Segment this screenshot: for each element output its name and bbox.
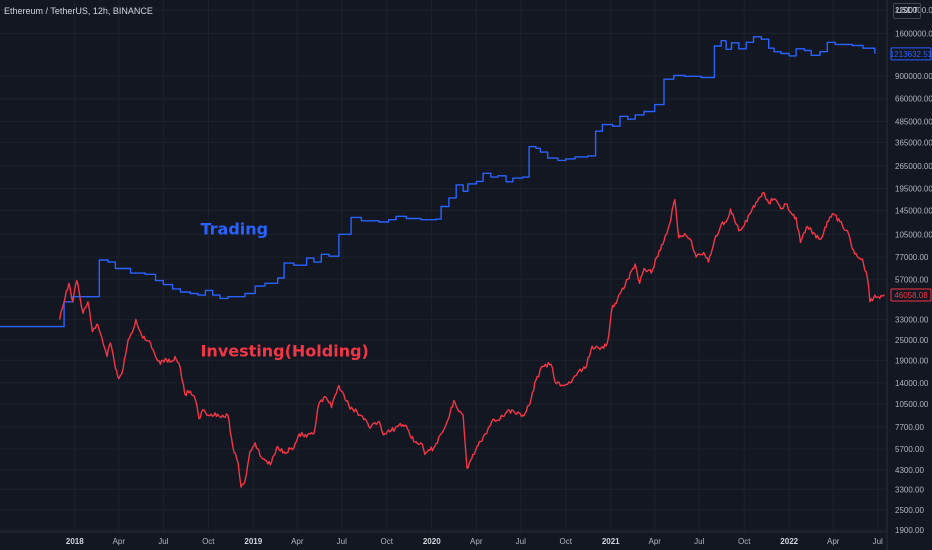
y-tick-label: 33000.00 <box>895 316 929 325</box>
x-tick-label: Apr <box>470 537 483 546</box>
x-tick-label: Jul <box>694 537 704 546</box>
y-tick-label: 57000.00 <box>895 275 929 284</box>
x-tick-label: Oct <box>202 537 215 546</box>
y-tick-label: 5700.00 <box>895 445 924 454</box>
x-tick-label: Apr <box>827 537 840 546</box>
x-tick-label: Oct <box>738 537 751 546</box>
x-tick-label: 2021 <box>602 537 620 546</box>
y-tick-label: 4300.00 <box>895 466 924 475</box>
x-tick-label: Jul <box>158 537 168 546</box>
x-tick-label: Oct <box>560 537 573 546</box>
y-tick-label: 1600000.00 <box>895 29 932 38</box>
y-tick-label: 660000.00 <box>895 95 932 104</box>
chart-grid <box>0 0 887 532</box>
x-tick-label: 2018 <box>66 537 84 546</box>
holding-last-price-tag: 46058.08 <box>890 288 932 302</box>
y-tick-label: 3300.00 <box>895 485 924 494</box>
x-tick-label: Apr <box>649 537 662 546</box>
x-tick-label: Oct <box>381 537 394 546</box>
series-layer <box>0 36 885 488</box>
symbol-title[interactable]: Ethereum / TetherUS, 12h, BINANCE <box>4 6 153 16</box>
y-tick-label: 145000.00 <box>895 206 932 215</box>
x-tick-label: 2019 <box>244 537 262 546</box>
x-tick-label: Jul <box>337 537 347 546</box>
holding-annotation: Investing(Holding) <box>200 341 368 360</box>
price-axis[interactable]: 1900.00 2500.00 3300.00 4300.00 5700.00 7700.… <box>895 6 932 535</box>
x-tick-label: 2022 <box>780 537 798 546</box>
y-tick-label: 1900.00 <box>895 526 924 535</box>
series-line-holding <box>59 191 885 488</box>
x-tick-label: Jul <box>516 537 526 546</box>
y-tick-label: 25000.00 <box>895 336 929 345</box>
y-tick-label: 365000.00 <box>895 138 932 147</box>
y-tick-label: 2500.00 <box>895 506 924 515</box>
time-axis[interactable]: 2018 Apr Jul Oct 2019 Apr Jul Oct 2020 Apr Jul Oct 2… <box>66 537 883 546</box>
y-tick-label: 77000.00 <box>895 253 929 262</box>
y-tick-label: 265000.00 <box>895 162 932 171</box>
last-price-value: 1213632.51 <box>890 50 932 59</box>
y-tick-label: 485000.00 <box>895 117 932 126</box>
currency-button[interactable]: USDT <box>893 3 921 19</box>
trading-annotation: Trading <box>200 219 268 238</box>
annotations-layer: Trading Investing(Holding) <box>200 219 368 360</box>
y-tick-label: 19000.00 <box>895 356 929 365</box>
y-tick-label: 2200000.00 <box>895 6 932 15</box>
y-tick-label: 105000.00 <box>895 230 932 239</box>
y-tick-label: 14000.00 <box>895 379 929 388</box>
trading-last-price-tag: 1213632.51 <box>890 47 932 61</box>
y-tick-label: 195000.00 <box>895 185 932 194</box>
x-tick-label: Apr <box>113 537 126 546</box>
last-price-tags: 1213632.51 46058.08 <box>890 47 932 302</box>
y-tick-label: 7700.00 <box>895 423 924 432</box>
last-price-value: 46058.08 <box>894 291 928 300</box>
y-tick-label: 900000.00 <box>895 72 932 81</box>
x-tick-label: Jul <box>873 537 883 546</box>
x-tick-label: Apr <box>291 537 304 546</box>
series-line-trading <box>0 36 876 328</box>
y-tick-label: 10500.00 <box>895 400 929 409</box>
x-tick-label: 2020 <box>423 537 441 546</box>
